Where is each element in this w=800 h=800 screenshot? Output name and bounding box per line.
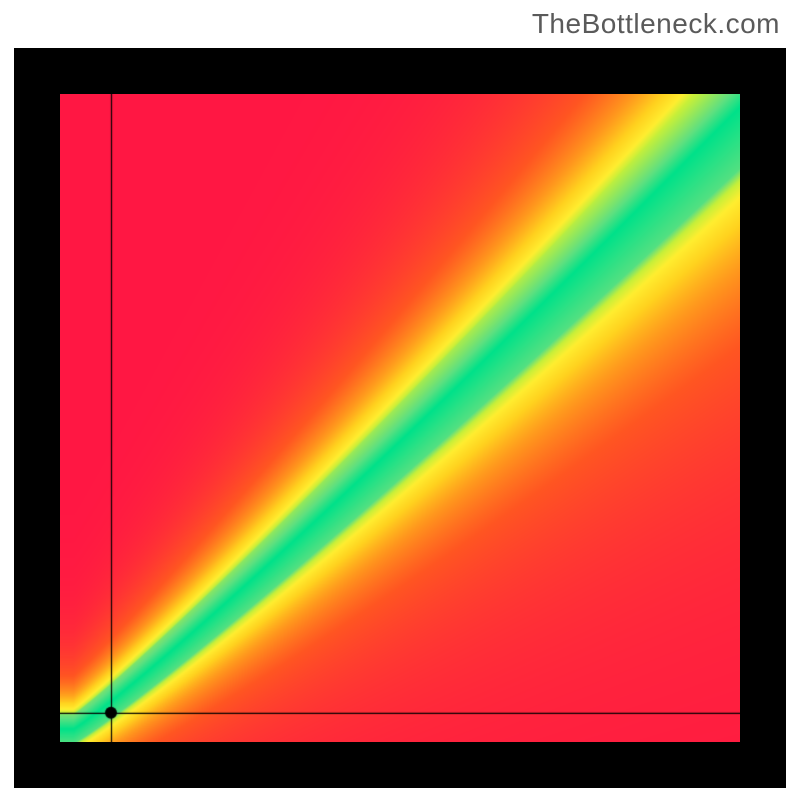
heatmap-canvas	[60, 94, 740, 742]
chart-wrapper: TheBottleneck.com	[0, 0, 800, 800]
plot-frame	[14, 48, 786, 788]
watermark-text: TheBottleneck.com	[532, 8, 780, 40]
